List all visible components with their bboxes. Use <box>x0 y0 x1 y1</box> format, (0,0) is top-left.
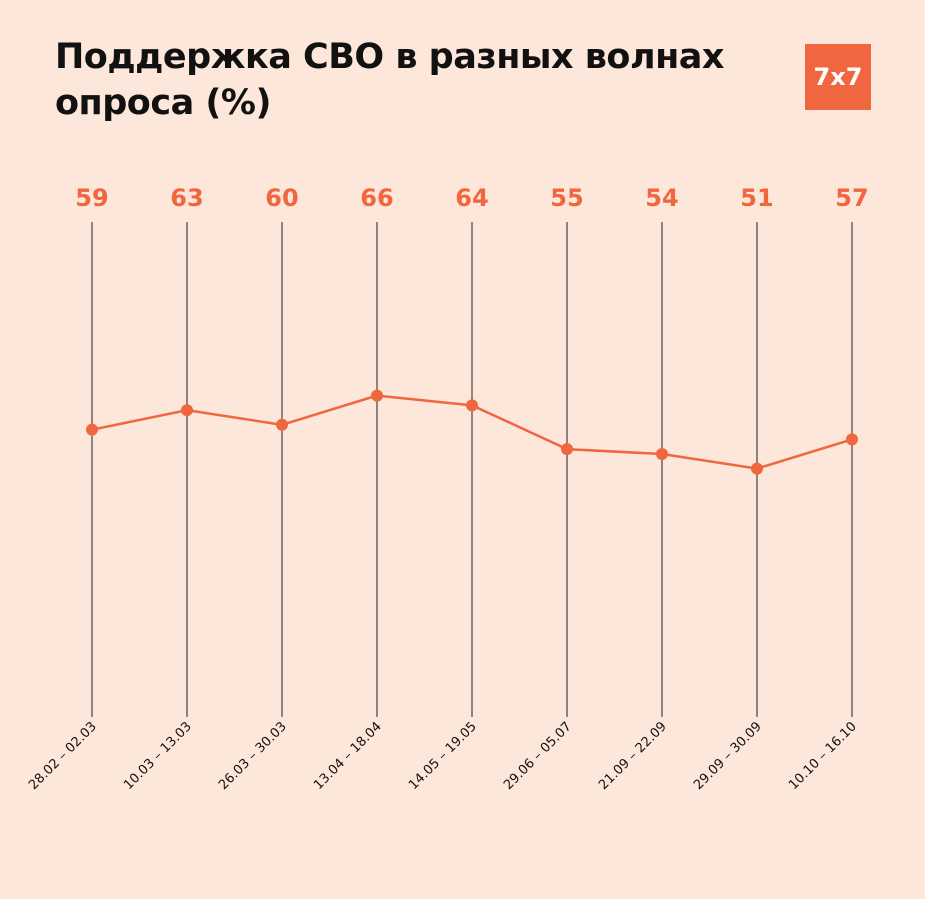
data-label: 66 <box>360 184 393 212</box>
data-label: 64 <box>455 184 488 212</box>
data-label: 60 <box>265 184 298 212</box>
x-tick-label: 10.03 – 13.03 <box>121 719 195 793</box>
data-point <box>751 462 763 475</box>
data-label: 57 <box>835 184 868 212</box>
data-label: 59 <box>75 184 108 212</box>
x-tick-label: 29.06 – 05.07 <box>501 719 575 793</box>
x-tick-label: 21.09 – 22.09 <box>596 719 670 793</box>
x-tick-label: 29.09 – 30.09 <box>691 719 765 793</box>
x-tick-label: 28.02 – 02.03 <box>26 719 100 793</box>
x-tick-label: 14.05 – 19.05 <box>406 719 480 793</box>
logo-7x7: 7x7 <box>805 44 871 110</box>
data-point <box>181 404 193 417</box>
x-tick-label: 10.10 – 16.10 <box>786 719 860 793</box>
data-point <box>466 399 478 412</box>
data-label: 54 <box>645 184 678 212</box>
data-point <box>371 389 383 402</box>
data-point <box>846 433 858 446</box>
data-label: 51 <box>740 184 773 212</box>
data-point <box>86 423 98 436</box>
data-label: 55 <box>550 184 583 212</box>
chart-title: Поддержка СВО в разных волнах опроса (%) <box>55 37 725 123</box>
x-tick-label: 13.04 – 18.04 <box>311 719 385 793</box>
data-label: 63 <box>170 184 203 212</box>
data-point <box>656 448 668 461</box>
x-tick-label: 26.03 – 30.03 <box>216 719 290 793</box>
data-point <box>561 443 573 456</box>
data-point <box>276 418 288 431</box>
